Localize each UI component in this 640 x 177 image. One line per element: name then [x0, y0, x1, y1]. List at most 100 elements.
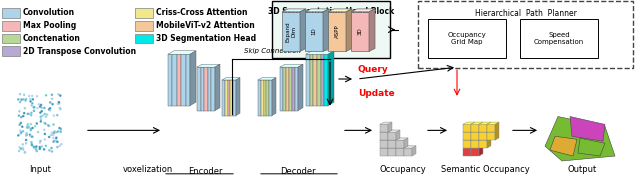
Point	[49, 132, 59, 134]
Polygon shape	[388, 138, 392, 148]
Polygon shape	[479, 146, 483, 156]
Text: 3D: 3D	[358, 28, 362, 35]
Point	[15, 123, 25, 126]
Polygon shape	[463, 148, 471, 156]
Polygon shape	[471, 138, 483, 140]
Polygon shape	[261, 80, 264, 116]
Point	[23, 126, 33, 129]
Polygon shape	[258, 78, 276, 80]
Point	[14, 110, 24, 113]
Polygon shape	[314, 54, 317, 106]
Point	[49, 130, 60, 133]
FancyBboxPatch shape	[428, 19, 506, 58]
Point	[47, 150, 57, 153]
Point	[35, 141, 45, 144]
Point	[35, 115, 45, 118]
Point	[49, 131, 60, 134]
Point	[41, 94, 51, 97]
Polygon shape	[289, 67, 292, 111]
Polygon shape	[396, 140, 404, 148]
Polygon shape	[286, 67, 289, 111]
Point	[47, 131, 57, 134]
FancyBboxPatch shape	[2, 46, 20, 56]
Point	[21, 139, 31, 141]
Point	[49, 140, 59, 143]
Polygon shape	[388, 146, 400, 148]
Point	[44, 149, 54, 152]
Point	[25, 133, 35, 136]
Polygon shape	[328, 9, 352, 12]
Point	[18, 115, 28, 118]
Point	[29, 106, 39, 109]
Point	[55, 94, 65, 97]
Polygon shape	[321, 54, 324, 106]
Polygon shape	[396, 138, 408, 140]
Point	[56, 130, 66, 133]
Point	[36, 145, 46, 148]
Point	[47, 103, 58, 105]
Polygon shape	[266, 80, 269, 116]
Point	[51, 139, 61, 142]
Polygon shape	[388, 130, 400, 132]
Point	[22, 126, 32, 129]
Point	[44, 108, 54, 111]
Point	[45, 109, 55, 112]
Point	[56, 108, 66, 110]
Polygon shape	[487, 138, 491, 148]
Polygon shape	[272, 78, 276, 116]
Point	[22, 133, 32, 136]
Point	[52, 131, 62, 133]
Polygon shape	[388, 130, 392, 140]
Point	[36, 107, 47, 109]
Point	[18, 148, 28, 151]
Polygon shape	[310, 54, 314, 106]
FancyBboxPatch shape	[2, 34, 20, 44]
Polygon shape	[197, 67, 200, 111]
Point	[40, 138, 50, 141]
Polygon shape	[264, 80, 266, 116]
Polygon shape	[404, 148, 412, 156]
Polygon shape	[380, 148, 388, 156]
Polygon shape	[215, 64, 220, 111]
Point	[20, 99, 31, 102]
Polygon shape	[404, 146, 416, 148]
Point	[22, 132, 32, 135]
Polygon shape	[479, 122, 491, 124]
Point	[43, 124, 53, 127]
FancyBboxPatch shape	[135, 8, 153, 18]
Polygon shape	[300, 9, 306, 51]
Polygon shape	[471, 148, 479, 156]
Point	[53, 102, 63, 105]
Point	[27, 104, 37, 107]
Polygon shape	[471, 122, 483, 124]
Point	[31, 122, 42, 125]
Polygon shape	[388, 138, 400, 140]
Polygon shape	[463, 138, 475, 140]
Point	[20, 107, 30, 110]
Polygon shape	[471, 146, 475, 156]
Polygon shape	[404, 146, 408, 156]
Text: 3D Segmentation Head Block: 3D Segmentation Head Block	[268, 7, 394, 16]
Point	[45, 101, 55, 104]
Polygon shape	[463, 124, 471, 132]
Polygon shape	[197, 64, 220, 67]
Point	[49, 123, 59, 126]
Point	[54, 107, 65, 109]
Polygon shape	[396, 146, 408, 148]
Polygon shape	[230, 80, 233, 116]
Polygon shape	[479, 138, 483, 148]
Text: Speed
Compensation: Speed Compensation	[534, 32, 584, 45]
Point	[16, 147, 26, 150]
Point	[26, 141, 36, 144]
Text: Conctenation: Conctenation	[23, 34, 81, 43]
Polygon shape	[463, 146, 475, 148]
Text: ASPP: ASPP	[335, 25, 339, 38]
Point	[52, 140, 63, 143]
Point	[21, 98, 31, 101]
Polygon shape	[295, 67, 298, 111]
Point	[32, 150, 42, 153]
Polygon shape	[208, 67, 211, 111]
Polygon shape	[380, 124, 388, 132]
Point	[21, 142, 31, 145]
Polygon shape	[479, 130, 491, 132]
